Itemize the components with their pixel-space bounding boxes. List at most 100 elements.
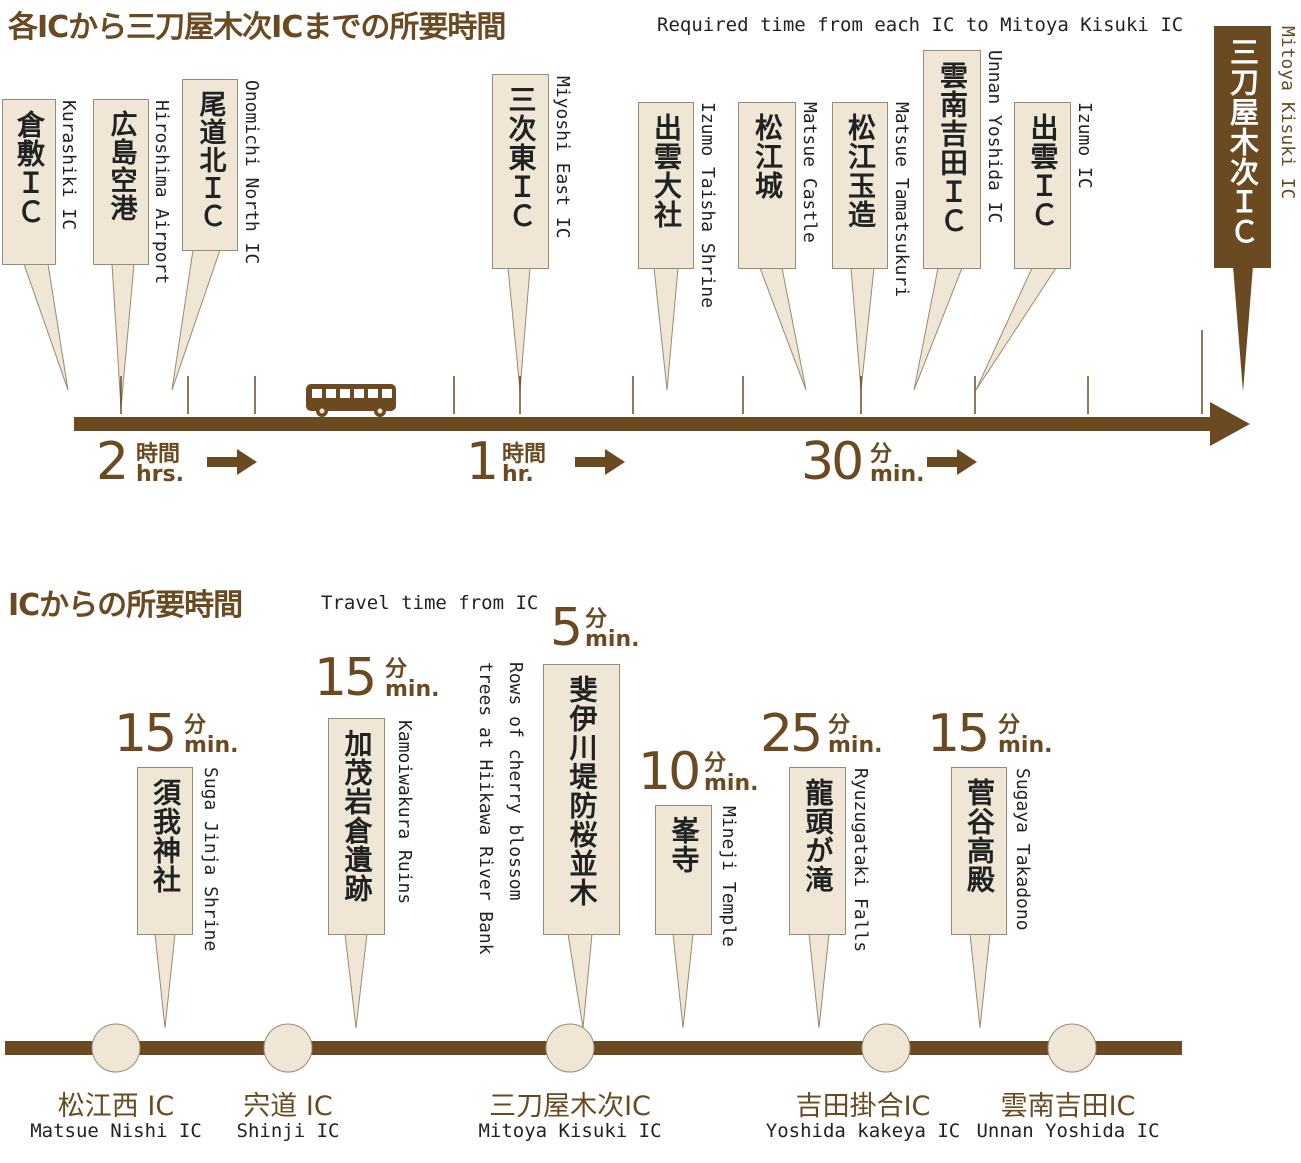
spot-hiikawa-time-ja: 分 — [585, 607, 608, 632]
spot-suga-jinja: 須我神社 — [137, 767, 193, 935]
spot-mineji-time-number: 10 — [638, 742, 701, 802]
ic-circle-shinji — [263, 1023, 313, 1073]
marker-miyoshi-east-en: Miyoshi East IC — [552, 76, 573, 239]
pointer-kurashiki — [23, 263, 69, 391]
ic-circle-yoshida-kakeya — [861, 1023, 911, 1073]
spot-hiikawa: 斐伊川堤防桜並木 — [543, 664, 620, 935]
bottom-title: ICからの所要時間 — [8, 588, 243, 623]
spot-hiikawa-en-line2: trees at Hiikawa River Bank — [475, 662, 496, 955]
spot-ryuzugataki: 龍頭が滝 — [789, 767, 846, 935]
spot-sugaya: 菅谷高殿 — [951, 767, 1007, 935]
pointer-miyoshi — [507, 267, 531, 391]
marker-onomichi-north: 尾道北ＩＣ — [182, 79, 238, 251]
spot-kamoiwakura: 加茂岩倉遺跡 — [328, 718, 385, 935]
marker-matsue-tamatsukuri-en: Matsue Tamatsukuri — [891, 102, 912, 298]
arrow-right-icon — [575, 449, 625, 475]
bottom-subtitle: Travel time from IC — [321, 592, 539, 614]
time-30min-en: min. — [870, 462, 925, 487]
ic-circle-unnan-yoshida — [1047, 1023, 1097, 1073]
marker-unnan-yoshida-en: Unnan Yoshida IC — [984, 50, 1005, 224]
time-1hr-ja: 時間 — [502, 442, 547, 467]
time-30min-ja: 分 — [870, 442, 893, 467]
marker-kurashiki: 倉敷ＩＣ — [2, 99, 56, 265]
spot-suga-jinja-en: Suga Jinja Shrine — [200, 767, 221, 952]
destination-marker-en: Mitoya Kisuki IC — [1277, 26, 1298, 200]
ic-circle-mitoya-kisuki — [545, 1023, 595, 1073]
marker-unnan-yoshida: 雲南吉田ＩＣ — [923, 50, 981, 269]
top-timeline — [23, 249, 1253, 475]
spot-ryuzugataki-time-ja: 分 — [828, 713, 851, 738]
spot-kamoiwakura-time-ja: 分 — [385, 657, 408, 682]
marker-matsue-castle: 松江城 — [738, 102, 796, 269]
spot-kamoiwakura-time-number: 15 — [314, 648, 377, 708]
ic-label-matsue-nishi: 松江西 IC — [57, 1091, 175, 1122]
marker-hiroshima-airport: 広島空港 — [93, 99, 149, 265]
pointer-ryuzugataki — [808, 933, 830, 1029]
marker-miyoshi-east: 三次東ＩＣ — [492, 74, 549, 269]
spot-mineji: 峯寺 — [655, 805, 712, 935]
pointer-unnan-yoshida — [913, 267, 963, 391]
spot-kamoiwakura-en: Kamoiwakura Ruins — [394, 720, 415, 905]
ic-label-mitoya-kisuki-en: Mitoya Kisuki IC — [478, 1120, 662, 1142]
spot-sugaya-en: Sugaya Takadono — [1012, 768, 1033, 931]
time-2hrs-number: 2 — [96, 432, 129, 492]
marker-matsue-tamatsukuri: 松江玉造 — [832, 102, 888, 269]
marker-izumo-ic: 出雲ＩＣ — [1014, 102, 1071, 269]
pointer-suga — [154, 933, 176, 1029]
destination-marker: 三刀屋木次ＩＣ — [1214, 26, 1271, 268]
marker-izumo-taisha-en: Izumo Taisha Shrine — [697, 102, 718, 308]
spot-hiikawa-time-en: min. — [585, 627, 640, 652]
spot-sugaya-time-number: 15 — [927, 704, 990, 764]
bottom-route — [5, 933, 1182, 1073]
pointer-sugaya — [969, 933, 991, 1029]
time-2hrs-ja: 時間 — [136, 442, 181, 467]
pointer-hiroshima — [111, 263, 135, 409]
ic-label-mitoya-kisuki: 三刀屋木次IC — [489, 1091, 651, 1122]
spot-sugaya-time-en: min. — [998, 733, 1053, 758]
ic-label-yoshida-kakeya-en: Yoshida kakeya IC — [765, 1120, 961, 1142]
pointer-izumo-ic — [975, 267, 1057, 391]
spot-hiikawa-time-number: 5 — [550, 598, 583, 658]
spot-sugaya-time-ja: 分 — [998, 713, 1021, 738]
pointer-destination — [1233, 266, 1253, 392]
marker-izumo-ic-en: Izumo IC — [1074, 102, 1095, 189]
marker-kurashiki-en: Kurashiki IC — [58, 100, 79, 231]
pointer-tamatsukuri — [850, 267, 875, 391]
time-1hr-number: 1 — [466, 432, 499, 492]
main-arrowhead-icon — [1210, 402, 1250, 446]
pointer-izumo-taisha — [653, 267, 679, 391]
spot-suga-time-number: 15 — [114, 704, 177, 764]
top-subtitle: Required time from each IC to Mitoya Kis… — [657, 14, 1184, 36]
ic-label-unnan-yoshida: 雲南吉田IC — [1000, 1091, 1136, 1122]
spot-suga-time-ja: 分 — [184, 713, 207, 738]
spot-ryuzugataki-en: Ryuzugataki Falls — [850, 768, 871, 953]
spot-ryuzugataki-time-en: min. — [828, 733, 883, 758]
pointer-mineji — [672, 933, 694, 1029]
spot-kamoiwakura-time-en: min. — [385, 677, 440, 702]
time-2hrs-en: hrs. — [136, 462, 184, 487]
pointer-onomichi — [171, 249, 221, 391]
ic-label-unnan-yoshida-en: Unnan Yoshida IC — [976, 1120, 1160, 1142]
top-title: 各ICから三刀屋木次ICまでの所要時間 — [8, 10, 506, 45]
pointer-hiikawa — [567, 933, 593, 1029]
spot-ryuzugataki-time-number: 25 — [760, 704, 823, 764]
ic-label-shinji-en: Shinji IC — [236, 1120, 340, 1142]
ic-circle-matsue-nishi — [91, 1023, 141, 1073]
spot-mineji-time-en: min. — [704, 771, 759, 796]
pointer-matsue-castle — [759, 267, 807, 391]
arrow-right-icon — [927, 449, 977, 475]
pointer-kamoiwakura — [344, 933, 368, 1029]
spot-suga-time-en: min. — [184, 733, 239, 758]
ic-label-shinji: 宍道 IC — [243, 1091, 333, 1122]
marker-hiroshima-airport-en: Hiroshima Airport — [151, 100, 172, 285]
bus-icon — [306, 384, 396, 417]
marker-matsue-castle-en: Matsue Castle — [799, 102, 820, 243]
marker-onomichi-north-en: Onomichi North IC — [241, 80, 262, 265]
ic-label-matsue-nishi-en: Matsue Nishi IC — [30, 1120, 202, 1142]
main-timeline-bar — [74, 417, 1224, 431]
spot-mineji-time-ja: 分 — [704, 751, 727, 776]
time-1hr-en: hr. — [502, 462, 534, 487]
time-30min-number: 30 — [801, 432, 864, 492]
spot-hiikawa-en-line1: Rows of cherry blossom — [505, 662, 526, 901]
marker-izumo-taisha: 出雲大社 — [638, 102, 694, 269]
